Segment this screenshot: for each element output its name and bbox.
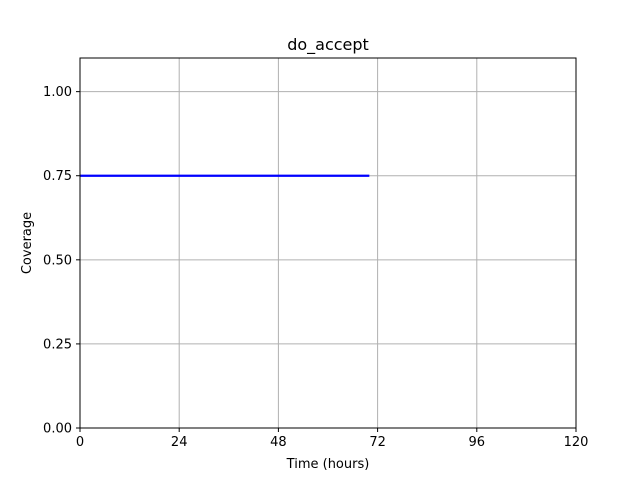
x-tick-label: 72 (369, 435, 386, 450)
plot-frame (79, 57, 577, 429)
y-axis-ticks: 0.00 0.25 0.50 0.75 1.00 (43, 85, 80, 437)
x-tick-label: 48 (270, 435, 287, 450)
y-axis-label: Coverage (20, 212, 35, 274)
y-tick-label: 0.00 (43, 422, 72, 437)
x-tick-label: 96 (469, 435, 486, 450)
y-tick-label: 0.25 (43, 337, 72, 352)
y-tick-label: 0.50 (43, 253, 72, 268)
y-tick-label: 0.75 (43, 169, 72, 184)
x-tick-label: 120 (564, 435, 589, 450)
x-axis-ticks: 0 24 48 72 96 120 (76, 428, 589, 450)
x-tick-label: 0 (76, 435, 84, 450)
chart-title: do_accept (287, 35, 369, 55)
y-tick-label: 1.00 (43, 85, 72, 100)
x-axis-label: Time (hours) (286, 457, 370, 472)
x-tick-label: 24 (171, 435, 188, 450)
